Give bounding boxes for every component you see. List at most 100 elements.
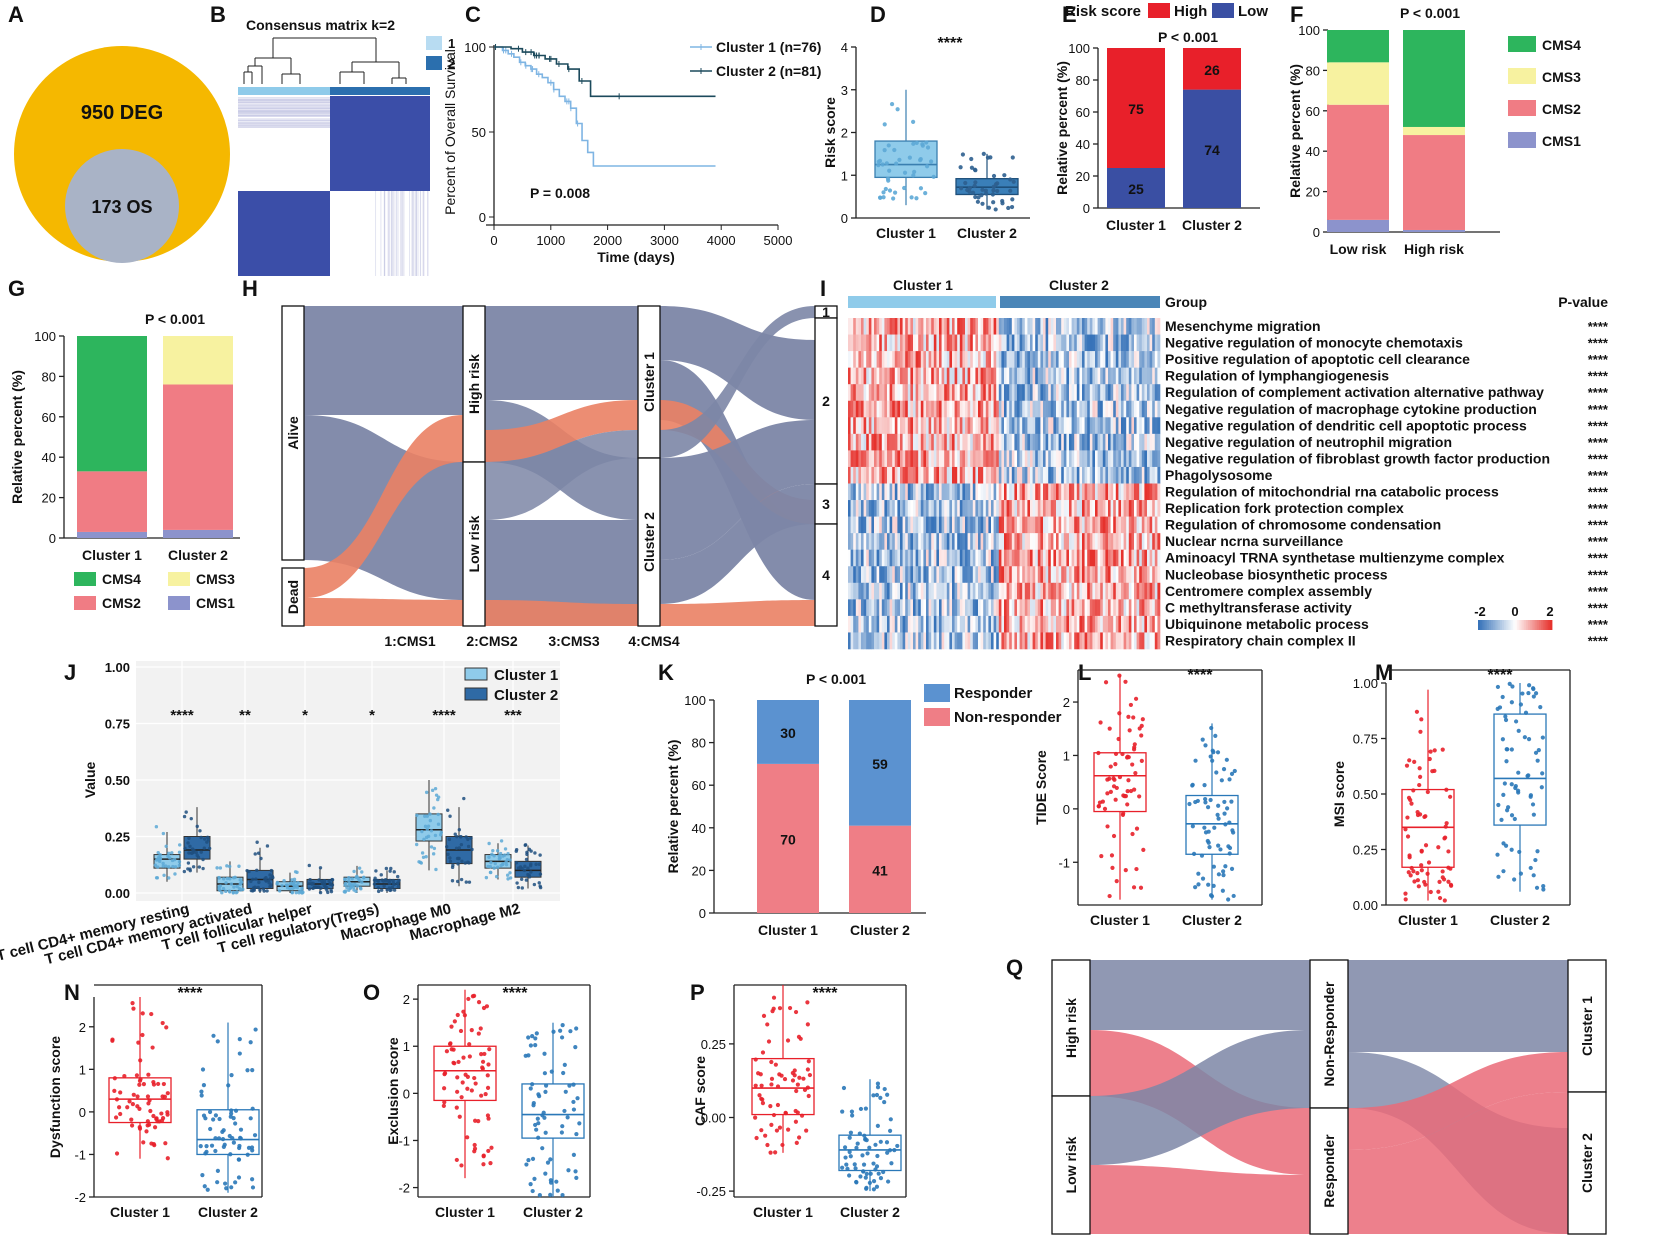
sankey-node <box>1051 959 1091 1097</box>
heatmap-cell <box>1136 582 1140 600</box>
legend-swatch <box>924 684 950 702</box>
data-point <box>138 1058 143 1063</box>
data-point <box>875 1153 880 1159</box>
data-point <box>250 1106 255 1111</box>
heatmap-cell <box>1152 400 1156 418</box>
heatmap-cell <box>1050 367 1054 385</box>
heatmap-cell <box>949 483 953 501</box>
significance-stars: **** <box>1188 667 1214 684</box>
heatmap-cell <box>1032 367 1036 385</box>
data-point <box>773 1062 778 1067</box>
heatmap-cell <box>936 533 940 550</box>
heatmap-cell <box>1141 500 1145 517</box>
heatmap-cell <box>900 599 903 617</box>
data-point <box>1418 774 1423 779</box>
legend-label-cluster-2: Cluster 2 <box>494 687 558 704</box>
heatmap-cell <box>1110 433 1114 451</box>
heatmap-cell <box>1076 516 1080 534</box>
y-tick-label: 0 <box>699 906 706 921</box>
heatmap-cell <box>1095 367 1098 385</box>
heatmap-cell <box>923 318 927 335</box>
heatmap-cell <box>939 351 942 368</box>
heatmap-cell <box>928 500 932 517</box>
heatmap-cell <box>980 483 984 501</box>
heatmap-cell <box>858 566 862 584</box>
y-tick-label: 1 <box>841 168 848 183</box>
heatmap-cell <box>868 400 872 418</box>
data-point <box>871 1187 876 1192</box>
heatmap-cell <box>863 549 867 567</box>
heatmap-cell <box>1011 483 1015 501</box>
data-point <box>1222 811 1227 816</box>
data-point <box>761 1013 767 1018</box>
data-point <box>329 889 334 894</box>
heatmap-cell <box>1040 351 1044 368</box>
column-label-cluster-2: Cluster 2 <box>1049 277 1109 293</box>
sankey-node <box>281 567 305 627</box>
bar-segment-cms4 <box>1403 30 1465 127</box>
data-point <box>560 1124 565 1129</box>
heatmap-cell <box>996 599 1000 617</box>
flow-dead-low <box>304 598 463 626</box>
data-point <box>1219 778 1224 783</box>
heatmap-cell <box>910 582 914 600</box>
scale-cell <box>1535 620 1538 630</box>
scale-cell <box>1490 620 1494 630</box>
significance-stars: **** <box>178 985 204 1002</box>
heatmap-cell <box>993 400 997 418</box>
heatmap-cell <box>1061 334 1065 352</box>
heatmap-cell <box>905 533 909 550</box>
data-point <box>233 1121 238 1126</box>
heatmap-cell <box>1092 351 1096 368</box>
legend-swatch-high <box>1148 3 1170 18</box>
noise-line <box>238 115 330 117</box>
heatmap-cell <box>868 384 872 402</box>
heatmap-cell <box>1118 566 1122 584</box>
heatmap-cell <box>1014 483 1018 501</box>
heatmap-cell <box>910 566 914 584</box>
data-point <box>186 861 191 865</box>
scale-cell <box>1533 620 1536 630</box>
y-tick-label: 80 <box>692 736 706 751</box>
heatmap-cell <box>887 483 890 501</box>
data-point <box>118 1111 123 1117</box>
heatmap-cell <box>941 466 945 484</box>
x-tick-label: Cluster 1 <box>1398 912 1458 928</box>
heatmap-cell <box>855 433 859 451</box>
heatmap-cell <box>1024 632 1028 650</box>
heatmap-cell <box>962 433 966 451</box>
data-point <box>1097 800 1103 805</box>
y-tick-label: 0 <box>49 531 56 546</box>
heatmap-cell <box>1009 367 1013 385</box>
heatmap-cell <box>920 582 924 600</box>
heatmap-cell <box>876 384 880 402</box>
heatmap-cell <box>957 599 961 617</box>
heatmap-cell <box>1141 533 1145 550</box>
heatmap-cell <box>918 384 922 402</box>
heatmap-cell <box>1157 615 1161 633</box>
heatmap-cell <box>1079 549 1083 567</box>
data-point <box>170 851 174 855</box>
heatmap-cell <box>1066 566 1070 584</box>
heatmap-cell <box>1126 334 1130 352</box>
heatmap-cell <box>949 334 953 352</box>
heatmap-cell <box>1136 466 1140 484</box>
heatmap-cell <box>993 549 997 567</box>
heatmap-cell <box>1006 318 1010 335</box>
heatmap-cell <box>959 533 963 550</box>
heatmap-cell <box>1136 516 1140 534</box>
data-point <box>770 1009 775 1014</box>
heatmap-cell <box>970 533 974 550</box>
data-point <box>1008 177 1013 182</box>
heatmap-cell <box>1157 599 1161 617</box>
heatmap-cell <box>957 417 961 435</box>
heatmap-cell <box>887 367 890 385</box>
heatmap-cell <box>850 318 854 335</box>
heatmap-cell <box>1022 599 1026 617</box>
heatmap-cell <box>1009 500 1013 517</box>
heatmap-cell <box>887 632 890 650</box>
heatmap-cell <box>1115 566 1119 584</box>
heatmap-cell <box>850 533 854 550</box>
data-point <box>187 851 191 855</box>
data-point <box>129 1123 135 1128</box>
